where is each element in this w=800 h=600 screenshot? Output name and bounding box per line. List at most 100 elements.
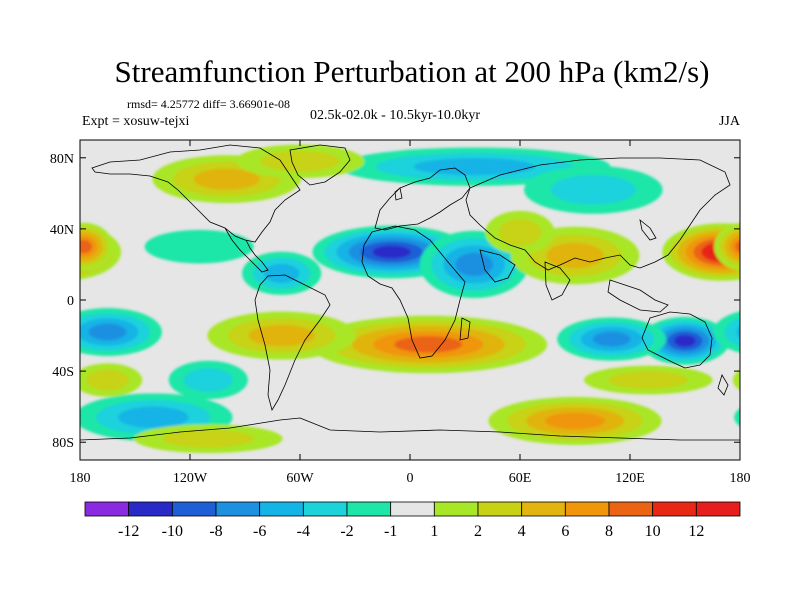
colorbar-label: -1 xyxy=(384,523,397,540)
contour-level-1 xyxy=(732,369,740,391)
contour-level-6 xyxy=(544,412,606,430)
contour-level-8 xyxy=(735,240,740,253)
coastline-india xyxy=(544,261,571,301)
coastline-japan xyxy=(639,219,657,241)
anomaly-positive-12 xyxy=(80,222,114,271)
x-tick-label: 0 xyxy=(407,471,414,486)
anomaly-negative-10 xyxy=(144,229,254,264)
colorbar-swatch xyxy=(608,501,654,517)
anomaly-negative-6-wrap xyxy=(734,400,800,435)
colorbar-swatch xyxy=(302,501,348,517)
anomaly-positive-21-wrap xyxy=(732,369,789,391)
map-panel xyxy=(49,139,800,461)
colorbar-label: 4 xyxy=(518,523,526,540)
contour-level--6 xyxy=(592,331,631,347)
season-label: JJA xyxy=(719,114,741,129)
coastline-southeast-asia xyxy=(607,279,669,313)
colorbar-label: 2 xyxy=(474,523,482,540)
contour-level--10 xyxy=(372,245,411,259)
contour-level-4 xyxy=(193,168,260,190)
coastline-asia xyxy=(465,157,731,271)
y-tick-label: 40N xyxy=(50,223,74,238)
x-tick-label: 120E xyxy=(615,471,645,486)
anomaly-positive-20 xyxy=(134,424,283,454)
contour-level--2 xyxy=(756,400,800,435)
contour-level--6 xyxy=(749,324,787,341)
contour-level--4 xyxy=(264,263,300,283)
anomaly-positive-22 xyxy=(583,365,713,395)
colorbar-label: 1 xyxy=(430,523,438,540)
contour-level--2 xyxy=(550,175,636,205)
coastline-central-america xyxy=(224,227,269,273)
contour-level-2 xyxy=(498,219,542,246)
anomaly-negative-8 xyxy=(524,165,663,214)
colorbar-swatch xyxy=(171,501,217,517)
experiment-label: Expt = xosuw-tejxi xyxy=(82,114,190,129)
colorbar-label: -6 xyxy=(253,523,266,540)
colorbar-label: -12 xyxy=(118,523,139,540)
contour-level--2 xyxy=(724,317,740,347)
x-tick-label: 120W xyxy=(173,471,208,486)
colorbar-swatch xyxy=(521,501,566,517)
colorbar: -12 -10 -8 -6 -4 -2 -1 1 2 4 6 8 10 12 xyxy=(84,501,741,540)
colorbar-swatch xyxy=(652,501,697,517)
colorbar-label: 8 xyxy=(605,523,613,540)
contour-level-10 xyxy=(80,247,82,257)
anomaly-positive-18 xyxy=(235,144,365,179)
y-axis: 80N 40N 0 40S 80S xyxy=(50,152,740,451)
y-tick-label: 80S xyxy=(52,436,74,451)
anomaly-positive-16 xyxy=(485,210,555,255)
x-tick-label: 180 xyxy=(730,471,751,486)
contour-level-4 xyxy=(546,242,604,269)
anomaly-negative-9 xyxy=(168,360,248,400)
anomaly-negative-5 xyxy=(80,308,162,356)
contour-level-2 xyxy=(86,369,129,391)
anomaly-positive-14 xyxy=(207,311,356,360)
colorbar-swatch xyxy=(346,501,392,517)
colorbar-swatch xyxy=(259,501,304,517)
contour-level--1 xyxy=(144,229,254,264)
contour-level-12 xyxy=(49,246,74,258)
x-tick-label: 60W xyxy=(286,471,314,486)
contour-level--2 xyxy=(183,368,233,392)
anomaly-positive-13 xyxy=(309,315,548,374)
colorbar-swatch xyxy=(564,501,610,517)
contour-level--4 xyxy=(118,406,189,429)
coastline-madagascar xyxy=(459,317,471,341)
coastline-antarctica xyxy=(80,417,740,441)
coastline-africa xyxy=(361,225,466,359)
colorbar-label: -2 xyxy=(340,523,353,540)
coastlines xyxy=(80,144,740,441)
contour-level-4 xyxy=(248,324,315,347)
colorbar-swatch xyxy=(84,501,130,517)
anomaly-positive-19 xyxy=(488,396,662,445)
contour-level--10 xyxy=(674,335,696,347)
colorbar-swatch xyxy=(477,501,523,517)
x-axis: 180 120W 60W 0 60E 120E 180 xyxy=(70,140,751,486)
contour-level--6 xyxy=(455,252,494,277)
coastline-uk xyxy=(394,187,403,201)
anomaly-negative-5-wrap xyxy=(713,311,787,353)
contour-level-8 xyxy=(80,239,93,254)
contour-level-2 xyxy=(608,371,688,389)
coastline-australia xyxy=(641,311,713,369)
rmsd-diff-stats: rmsd= 4.25772 diff= 3.66901e-08 xyxy=(127,97,290,111)
anomaly-negative-4 xyxy=(557,317,667,361)
contour-level-2 xyxy=(260,150,340,172)
anomaly-negative-2 xyxy=(242,251,322,295)
anomaly-positive-21 xyxy=(80,363,143,397)
contour-level-2 xyxy=(162,429,255,448)
chart-title: Streamfunction Perturbation at 200 hPa (… xyxy=(115,54,710,89)
colorbar-swatch xyxy=(433,501,479,517)
colorbar-swatch xyxy=(695,501,741,517)
chart-subtitle: 02.5k-02.0k - 10.5kyr-10.0kyr xyxy=(310,108,480,123)
anomaly-positive-12-wrap xyxy=(713,222,740,271)
y-tick-label: 80N xyxy=(50,152,74,167)
colorbar-label: -8 xyxy=(209,523,222,540)
coastline-south-america xyxy=(254,274,331,412)
contour-level-2 xyxy=(746,370,789,391)
anomaly-field xyxy=(49,144,800,454)
contour-level-6 xyxy=(729,235,740,258)
coastline-arabia xyxy=(479,249,516,283)
